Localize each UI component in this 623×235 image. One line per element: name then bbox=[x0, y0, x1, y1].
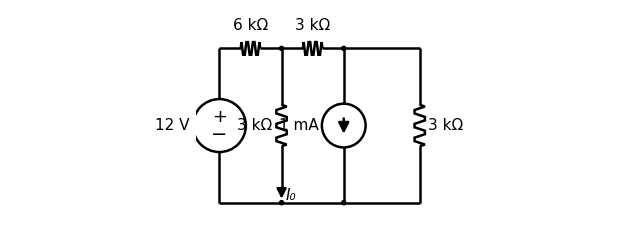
Text: 1 mA: 1 mA bbox=[278, 118, 318, 133]
Text: 3 kΩ: 3 kΩ bbox=[295, 18, 330, 33]
Circle shape bbox=[280, 201, 283, 205]
Text: I₀: I₀ bbox=[286, 188, 297, 203]
Text: −: − bbox=[211, 125, 227, 144]
Text: 3 kΩ: 3 kΩ bbox=[429, 118, 464, 133]
Text: 6 kΩ: 6 kΩ bbox=[233, 18, 268, 33]
Circle shape bbox=[280, 46, 283, 51]
Text: 12 V: 12 V bbox=[155, 118, 189, 133]
Circle shape bbox=[341, 46, 346, 51]
Text: +: + bbox=[212, 108, 227, 126]
Circle shape bbox=[341, 201, 346, 205]
Text: 3 kΩ: 3 kΩ bbox=[237, 118, 272, 133]
